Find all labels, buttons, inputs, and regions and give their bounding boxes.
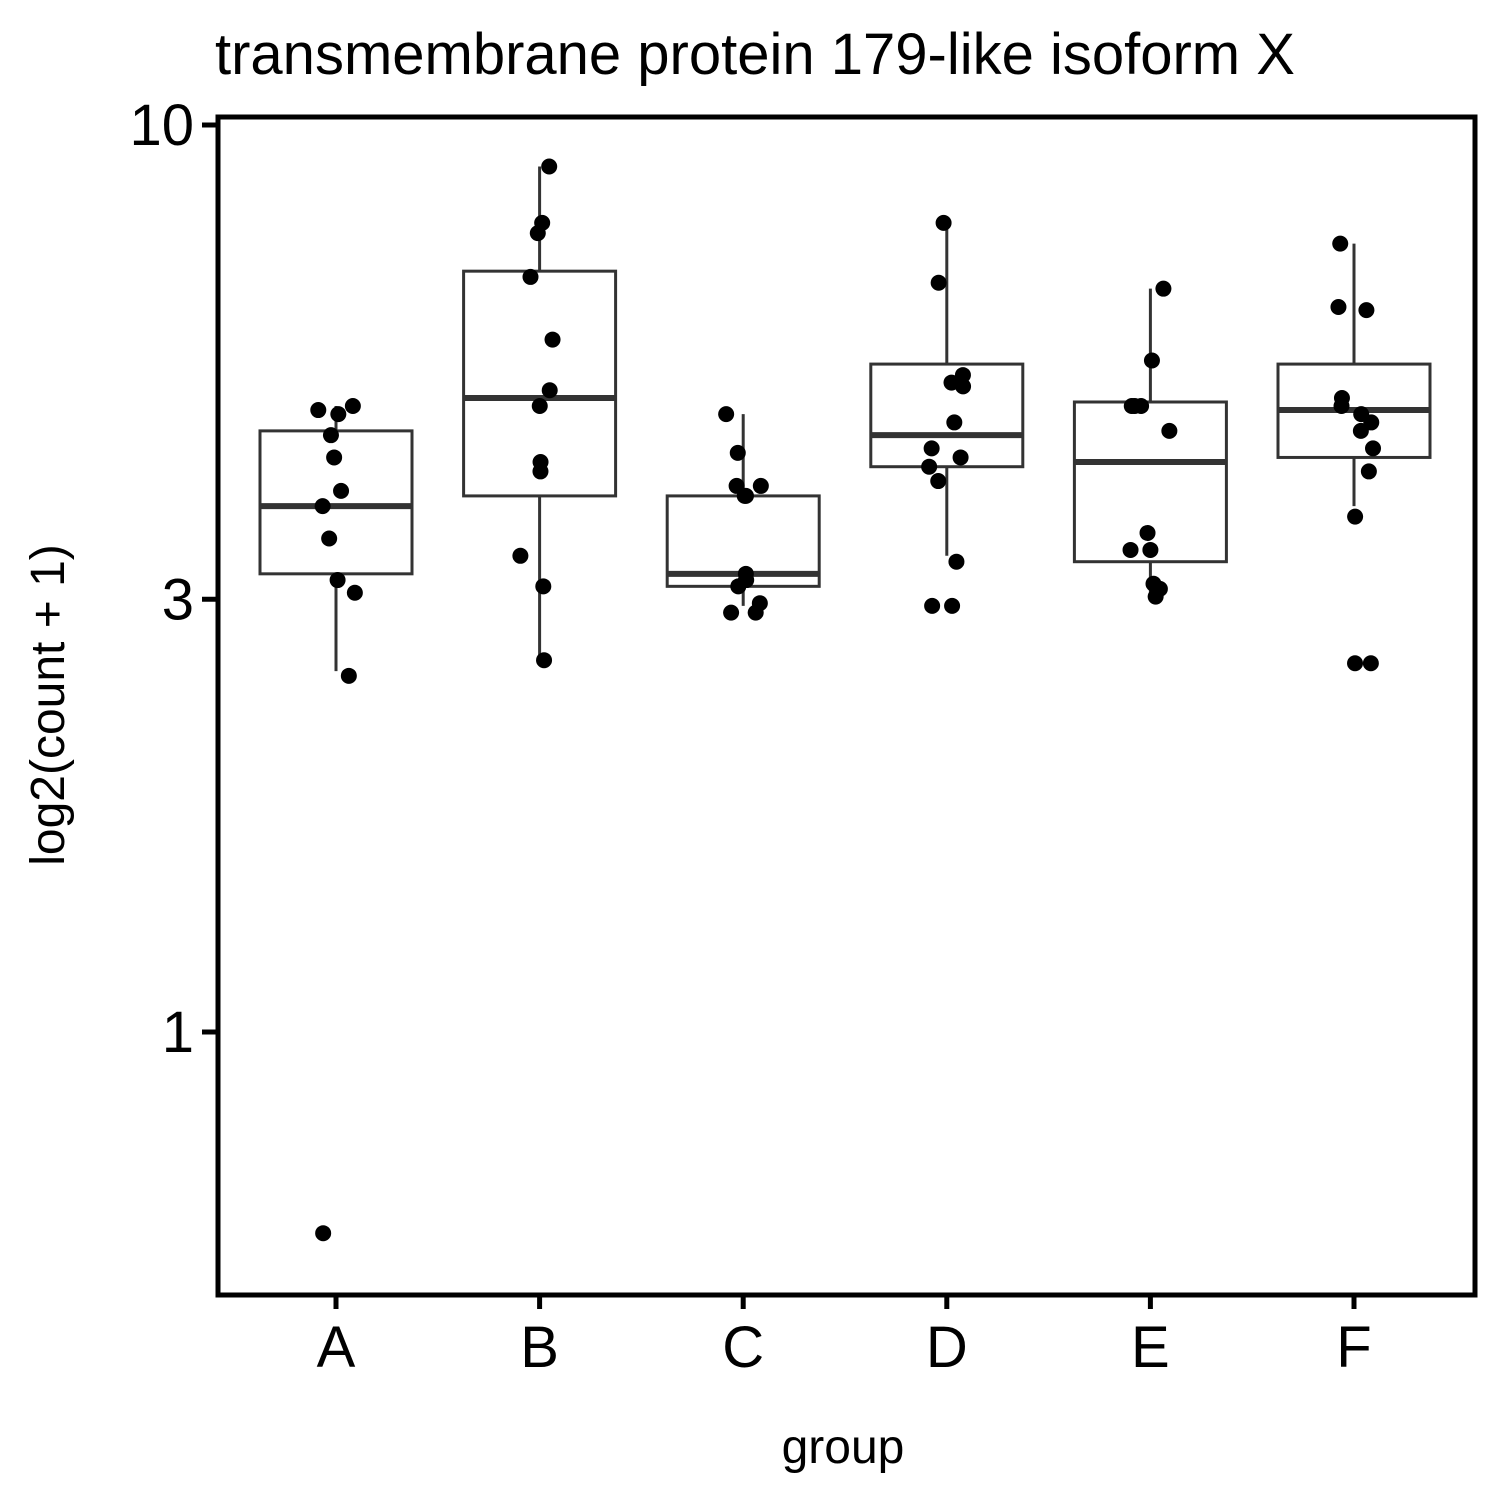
- data-point: [326, 449, 343, 466]
- data-point: [1365, 440, 1382, 457]
- data-point: [536, 652, 553, 669]
- data-point: [752, 477, 769, 494]
- x-tick-label: A: [317, 1315, 356, 1380]
- data-point: [535, 578, 552, 595]
- chart-title: transmembrane protein 179-like isoform X: [215, 22, 1295, 87]
- data-point: [924, 597, 941, 614]
- data-point: [747, 604, 764, 621]
- data-point: [946, 414, 963, 431]
- data-point: [955, 378, 972, 395]
- data-point: [923, 440, 940, 457]
- data-point: [1161, 422, 1178, 439]
- data-point: [718, 406, 735, 423]
- data-point: [346, 584, 363, 601]
- points-c: [718, 406, 769, 621]
- x-tick-label: F: [1336, 1315, 1371, 1380]
- data-point: [330, 406, 347, 423]
- data-point: [541, 382, 558, 399]
- data-point: [730, 578, 747, 595]
- box-group-d: [869, 222, 1025, 556]
- points-d: [921, 214, 972, 614]
- data-point: [1143, 352, 1160, 369]
- data-point: [541, 158, 558, 175]
- data-point: [944, 597, 961, 614]
- points-b: [512, 158, 561, 669]
- data-point: [1133, 397, 1150, 414]
- points-a: [310, 397, 363, 1242]
- data-point: [723, 604, 740, 621]
- data-point: [921, 458, 938, 475]
- data-point: [948, 553, 965, 570]
- y-tick-label: 3: [162, 567, 194, 632]
- data-point: [1122, 541, 1139, 558]
- x-tick-label: D: [926, 1315, 968, 1380]
- x-tick-label: C: [722, 1315, 764, 1380]
- y-tick-label: 10: [129, 93, 194, 158]
- data-point: [1347, 508, 1364, 525]
- points-e: [1122, 280, 1178, 605]
- data-point: [532, 463, 549, 480]
- data-point: [930, 274, 947, 291]
- data-point: [729, 444, 746, 461]
- data-point: [1360, 463, 1377, 480]
- data-point: [522, 268, 539, 285]
- data-point: [1147, 588, 1164, 605]
- panel-border: [215, 114, 1478, 1298]
- data-point: [340, 667, 357, 684]
- x-axis-title: group: [782, 1421, 905, 1474]
- data-point: [1333, 397, 1350, 414]
- x-tick-label: B: [520, 1315, 559, 1380]
- data-point: [329, 572, 346, 589]
- data-point: [954, 367, 971, 384]
- data-point: [333, 482, 350, 499]
- data-point: [1139, 524, 1156, 541]
- data-point: [737, 487, 754, 504]
- data-point: [1142, 541, 1159, 558]
- data-point: [1332, 235, 1349, 252]
- points-f: [1330, 235, 1382, 672]
- data-point: [1358, 302, 1375, 319]
- data-point: [1330, 298, 1347, 315]
- data-point: [1347, 655, 1364, 672]
- data-point: [314, 498, 331, 515]
- data-point: [930, 473, 947, 490]
- y-axis-title: log2(count + 1): [22, 544, 75, 866]
- y-tick-label: 1: [162, 1000, 194, 1065]
- plot-area: [258, 158, 1432, 1242]
- box-group-f: [1276, 243, 1432, 507]
- data-point: [310, 402, 327, 419]
- data-point: [952, 449, 969, 466]
- data-point: [1352, 422, 1369, 439]
- data-point: [531, 397, 548, 414]
- data-point: [322, 427, 339, 444]
- data-point: [321, 530, 338, 547]
- data-point: [935, 214, 952, 231]
- data-point: [315, 1225, 332, 1242]
- data-point: [512, 547, 529, 564]
- x-tick-label: E: [1131, 1315, 1170, 1380]
- data-point: [544, 331, 561, 348]
- data-point: [344, 397, 361, 414]
- data-point: [1362, 655, 1379, 672]
- data-point: [529, 225, 546, 242]
- data-point: [1155, 280, 1172, 297]
- axes: 1 3 10 A B C D E F: [129, 93, 1478, 1380]
